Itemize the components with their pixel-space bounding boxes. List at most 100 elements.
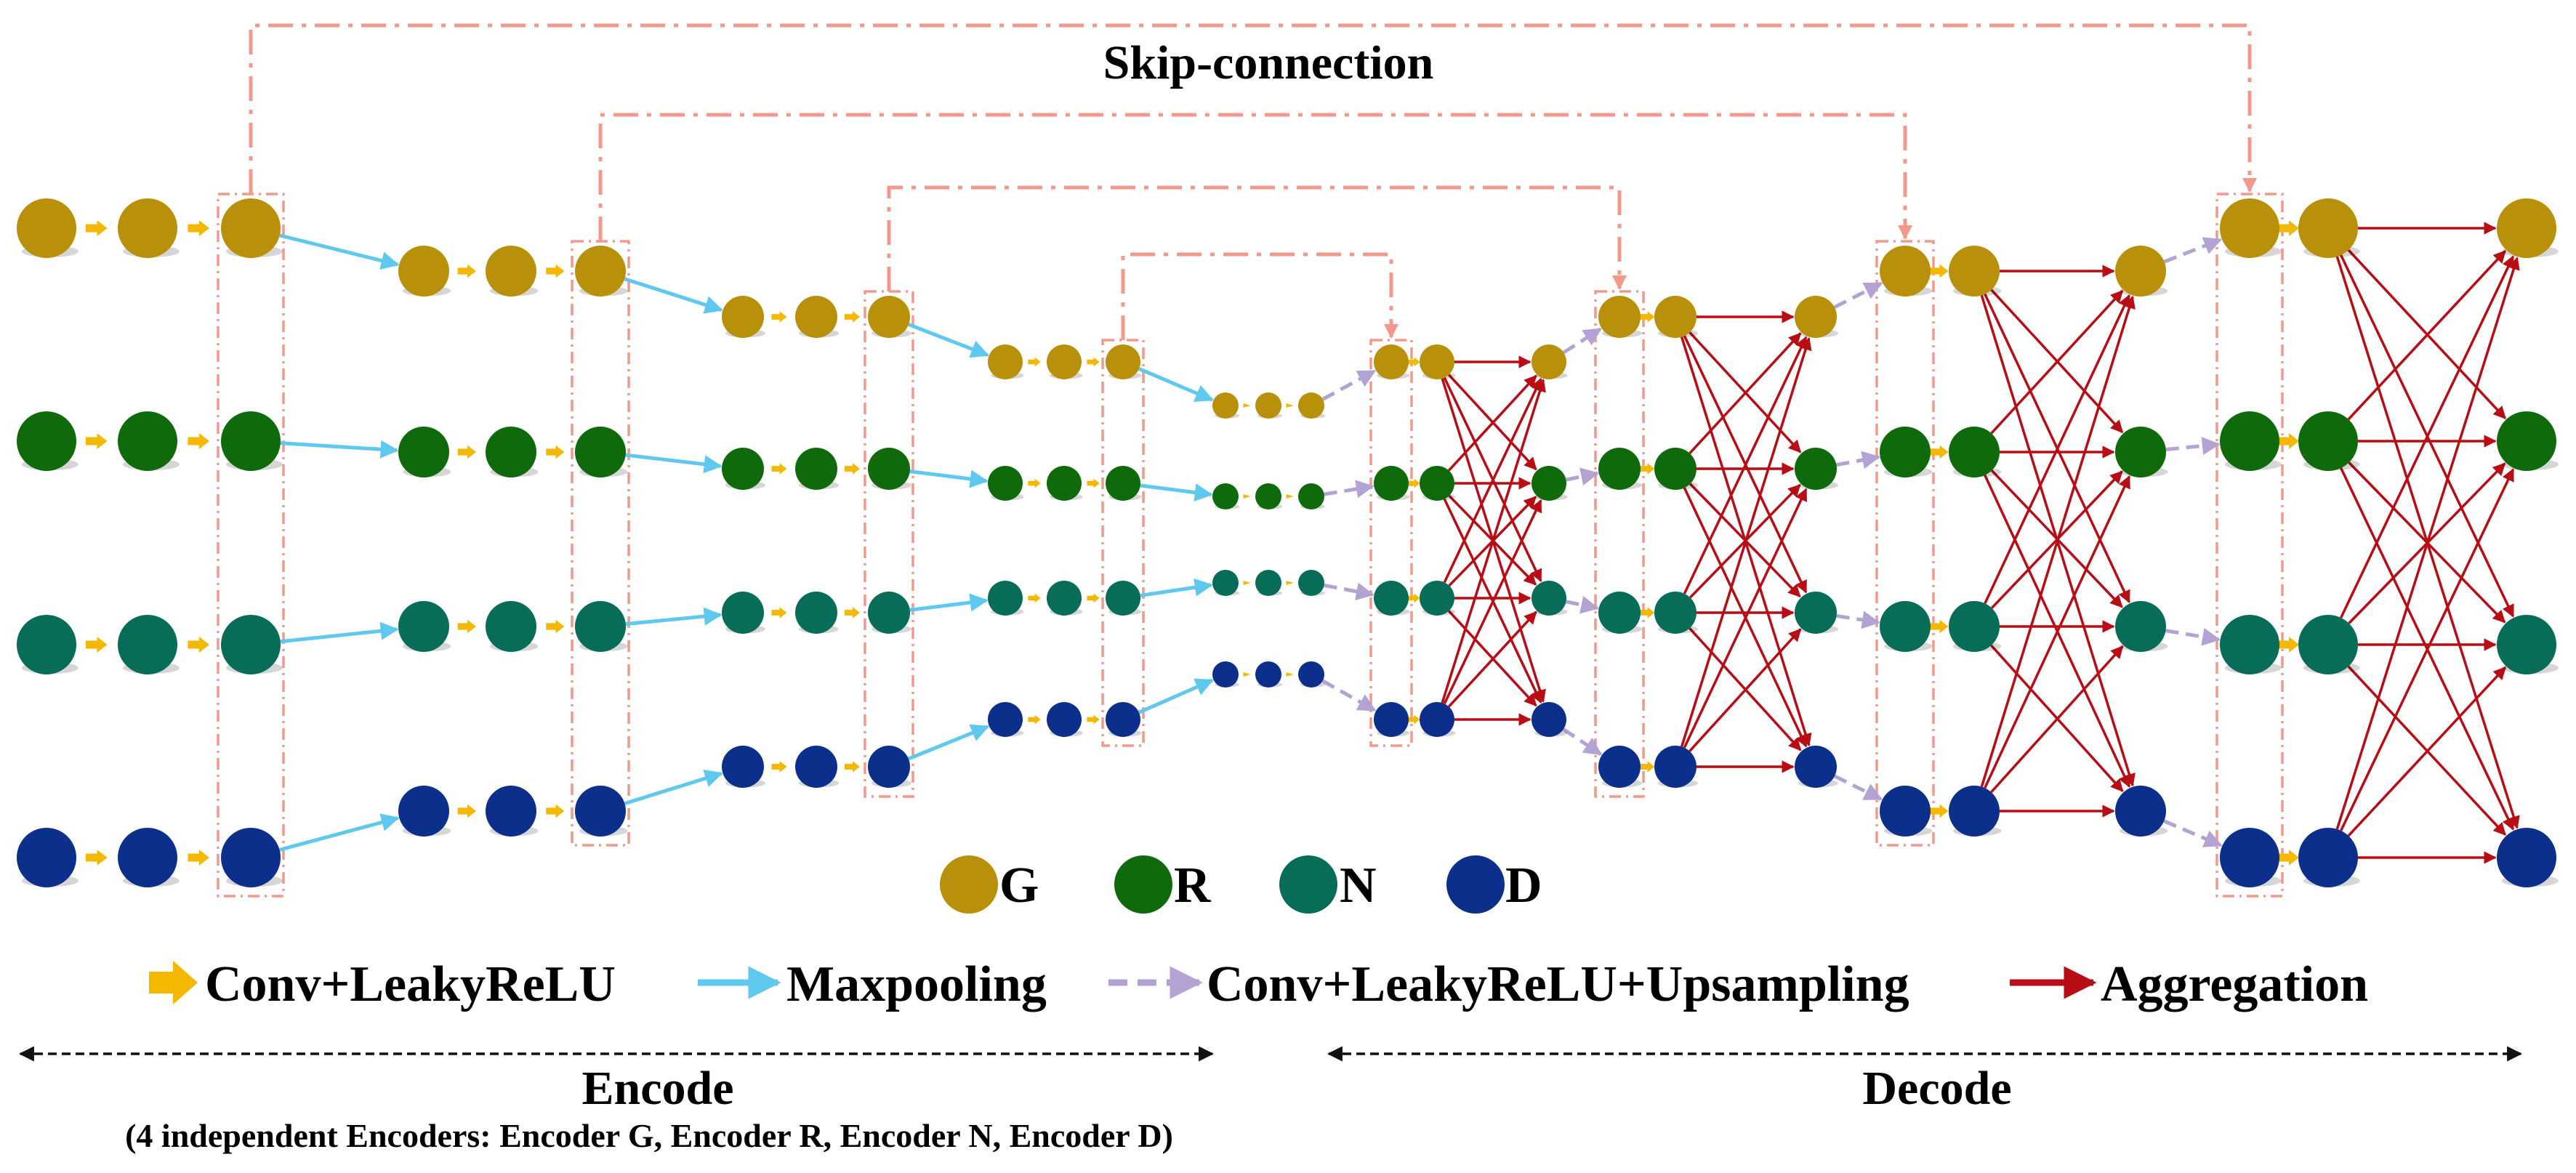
- node-r-52: [1212, 483, 1239, 509]
- node-n-9: [221, 615, 281, 674]
- conv-arrow: [1639, 761, 1655, 773]
- node-g-73: [1598, 296, 1641, 338]
- upsample-arrow: [1324, 582, 1374, 601]
- maxpool-arrow: [279, 233, 400, 270]
- node-n-71: [1531, 581, 1566, 616]
- node-n-7: [17, 615, 76, 674]
- node-r-42: [1106, 466, 1140, 501]
- node-n-44: [1047, 581, 1082, 616]
- node-n-65: [1374, 581, 1409, 616]
- node-d-34: [722, 746, 764, 788]
- upsample-arrow: [1321, 369, 1377, 401]
- node-r-99: [2220, 411, 2279, 471]
- node-r-63: [1374, 466, 1409, 501]
- conv-arrow: [1243, 581, 1251, 585]
- conv-arrow: [1639, 311, 1655, 323]
- legend-r-label: R: [1174, 858, 1212, 914]
- upsample-arrow: [1566, 595, 1600, 614]
- conv-arrow: [1407, 714, 1420, 725]
- node-n-90: [1949, 601, 2000, 652]
- node-d-23: [486, 786, 536, 837]
- node-g-13: [398, 246, 449, 297]
- node-d-92: [1949, 786, 2000, 837]
- node-g-86: [1949, 246, 2000, 297]
- legend-n-swatch: [1279, 855, 1337, 914]
- upsample-arrow: [1321, 679, 1377, 712]
- node-g-27: [868, 296, 910, 338]
- aggregation-arrow: [1443, 377, 1542, 584]
- node-r-94: [2115, 427, 2166, 477]
- conv-arrow: [1407, 478, 1420, 488]
- node-g-93: [2115, 246, 2166, 297]
- aggregation-arrow: [1689, 628, 1802, 752]
- legend-d: D: [1446, 855, 1542, 914]
- node-d-96: [2115, 786, 2166, 837]
- skip-column-box: [1369, 339, 1413, 747]
- aggregation-arrow: [1441, 379, 1546, 704]
- conv-arrow: [771, 607, 787, 618]
- node-d-79: [1598, 746, 1641, 788]
- conv-arrow: [85, 220, 108, 236]
- upsample-arrow: [1833, 281, 1883, 310]
- node-r-106: [2497, 411, 2556, 471]
- node-r-53: [1255, 483, 1281, 509]
- node-d-108: [2497, 828, 2556, 887]
- legend-n: N: [1279, 855, 1377, 914]
- node-n-43: [988, 581, 1023, 616]
- node-r-30: [868, 448, 910, 490]
- maxpool-arrow: [625, 453, 723, 474]
- node-n-89: [1880, 601, 1931, 652]
- node-g-26: [795, 296, 837, 338]
- node-n-77: [1598, 592, 1641, 634]
- skip-column-box: [1101, 339, 1145, 747]
- node-g-49: [1212, 392, 1239, 419]
- upsample-arrow: [1562, 327, 1602, 355]
- node-d-35: [795, 746, 837, 788]
- legend-pool-label: Maxpooling: [786, 956, 1047, 1012]
- conv-arrow: [457, 264, 476, 278]
- conv-arrow: [1028, 478, 1041, 488]
- node-d-80: [1654, 746, 1696, 788]
- node-g-51: [1298, 392, 1324, 419]
- node-n-66: [1420, 581, 1454, 616]
- node-n-31: [722, 592, 764, 634]
- maxpool-arrow: [907, 724, 990, 761]
- node-n-107: [2497, 615, 2556, 674]
- node-d-104: [2298, 828, 2358, 887]
- conv-arrow: [1087, 714, 1100, 725]
- conv-arrow: [771, 463, 787, 475]
- node-g-74: [1654, 296, 1696, 338]
- node-n-32: [795, 592, 837, 634]
- node-d-84: [1795, 746, 1837, 788]
- node-r-87: [1880, 427, 1931, 477]
- maxpool-arrow: [909, 469, 989, 488]
- conv-arrow: [1407, 593, 1420, 603]
- conv-arrow: [1639, 463, 1655, 475]
- maxpool-arrow: [625, 607, 723, 626]
- aggregation-arrow: [1683, 488, 1808, 749]
- node-g-14: [486, 246, 536, 297]
- upsample-arrow: [1833, 774, 1883, 801]
- encode-note: (4 independent Encoders: Encoder G, Enco…: [125, 1117, 1173, 1154]
- conv-arrow: [1286, 494, 1294, 499]
- node-n-101: [2220, 615, 2279, 674]
- conv-arrow: [844, 463, 860, 475]
- conv-arrow: [188, 433, 210, 449]
- maxpool-arrow: [280, 621, 399, 644]
- upsample-arrow: [2163, 819, 2223, 847]
- node-g-39: [1106, 344, 1140, 379]
- upsample-arrow: [1836, 610, 1880, 629]
- aggregation-arrow: [2335, 257, 2520, 830]
- node-g-3: [221, 198, 281, 258]
- legend-n-label: N: [1340, 858, 1377, 914]
- encode-label: Encode: [581, 1062, 733, 1115]
- legend-g-label: G: [999, 858, 1039, 914]
- node-d-22: [398, 786, 449, 837]
- legend-up-label: Conv+LeakyReLU+Upsampling: [1207, 956, 1909, 1012]
- upsample-arrow: [1836, 451, 1881, 469]
- node-r-75: [1598, 448, 1641, 490]
- node-n-57: [1298, 570, 1324, 596]
- node-g-81: [1795, 296, 1837, 338]
- conv-arrow: [2277, 220, 2300, 236]
- node-n-33: [868, 592, 910, 634]
